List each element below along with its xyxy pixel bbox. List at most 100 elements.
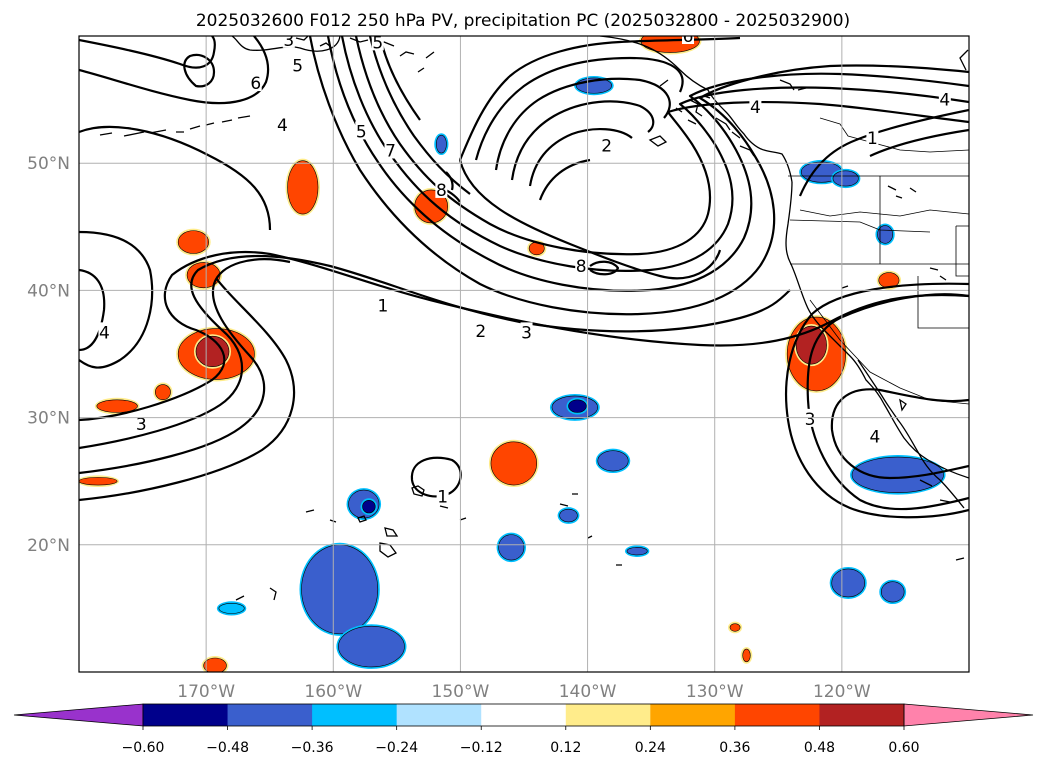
lat-tick-label: 20°N [27,536,70,556]
colorbar-bin [819,704,905,726]
contour-label: 3 [805,410,816,430]
precip-cell [203,657,227,672]
lon-tick-label: 140°W [559,682,617,702]
contour-label-background [868,426,881,445]
colorbar [13,703,1034,727]
lat-tick-label: 50°N [27,154,70,174]
contour-label-background [938,89,951,108]
contour-label: 3 [283,31,294,51]
contour-label-background [384,140,397,159]
precip-cell [490,441,538,486]
colorbar-tick-label: 0.24 [635,740,666,756]
political-borders [788,117,969,405]
colorbar-bin [143,704,229,726]
precip-cell [729,623,741,632]
precip-cell [568,399,587,413]
precip-cell [559,508,578,523]
contour-label-background [682,36,695,44]
contour-label-background [135,413,148,432]
colorbar-extend-high [903,703,1034,727]
precip-cell [597,450,629,472]
colorbar-tick-label: −0.24 [375,740,418,756]
precip-cell [626,547,648,556]
contour-label: 4 [99,323,110,343]
contour-label: 2 [601,136,612,156]
contour-label: 6 [250,74,261,94]
precip-cell [301,544,379,635]
colorbar-bin [650,704,736,726]
lon-tick-label: 150°W [432,682,490,702]
precip-cell [177,230,209,254]
colorbar-tick-label: 0.36 [719,740,750,756]
contour-label: 5 [356,122,367,142]
precip-cell [832,170,859,187]
contour-label: 4 [277,116,288,136]
precip-cell [338,625,405,668]
contour-label-background [866,127,879,146]
contour-label-background [435,179,448,198]
contour-label: 7 [385,141,396,161]
contour-label: 8 [576,257,587,277]
contour-label: 1 [867,129,878,149]
contour-label: 4 [750,98,761,118]
lon-tick-label: 160°W [304,682,362,702]
gridlines [79,36,969,672]
precip-cell [96,399,138,413]
precip-cell [498,534,525,561]
colorbar-frame [142,703,905,727]
lon-tick-label: 170°W [177,682,235,702]
contour-label: 3 [521,323,532,343]
precip-cell [287,160,319,215]
contour-label: 6 [683,27,694,47]
contour-label: 4 [870,428,881,448]
contour-label-background [355,121,368,140]
contour-label: 8 [436,181,447,201]
lat-tick-label: 40°N [27,281,70,301]
precip-cell [195,335,230,368]
precip-cell [79,477,118,486]
contour-label: 1 [437,487,448,507]
precip-cell [435,134,447,154]
colorbar-tick-label: 0.60 [888,740,919,756]
colorbar-bin [312,704,398,726]
contour-label-background [249,73,262,92]
precip-cell [851,456,944,493]
colorbar-tick-label: −0.12 [460,740,503,756]
contour-label-background [291,55,304,74]
precip-cell [880,581,905,603]
colorbar-tick-label: −0.48 [206,740,249,756]
map-frame [78,35,970,673]
contour-label-background [749,97,762,116]
contour-label-background [376,295,389,314]
contour-label-background [575,256,588,275]
contour-label: 5 [372,33,383,53]
precip-cell [154,384,171,401]
contour-label: 1 [377,297,388,317]
precip-cell [831,568,866,598]
contour-label-background [520,322,533,341]
lon-tick-label: 130°W [686,682,744,702]
colorbar-bin [481,704,567,726]
lat-tick-label: 30°N [27,409,70,429]
pv-contours [79,36,969,519]
coastlines [99,36,969,601]
colorbar-tick-label: −0.60 [122,740,165,756]
contour-label-background [600,135,613,154]
contour-label: 2 [475,322,486,342]
latitude-tick-labels: 20°N 30°N 40°N 50°N [27,154,70,556]
contour-label-background [436,486,449,505]
precip-cell [742,648,751,663]
contour-label-background [98,322,111,341]
colorbar-extend-low [13,703,144,727]
longitude-tick-labels: 170°W 160°W 150°W 140°W 130°W 120°W [177,682,871,702]
lon-tick-label: 120°W [813,682,871,702]
precip-cell [218,603,245,614]
chart-title: 2025032600 F012 250 hPa PV, precipitatio… [196,11,850,31]
precipitation-layer [79,36,946,672]
contour-label-background [474,321,487,340]
colorbar-tick-labels: −0.60 −0.48 −0.36 −0.24 −0.12 0.12 0.24 0.36 0.4… [122,726,920,756]
contour-label-background [276,115,289,134]
colorbar-bin [565,704,651,726]
precip-cell [362,499,376,514]
